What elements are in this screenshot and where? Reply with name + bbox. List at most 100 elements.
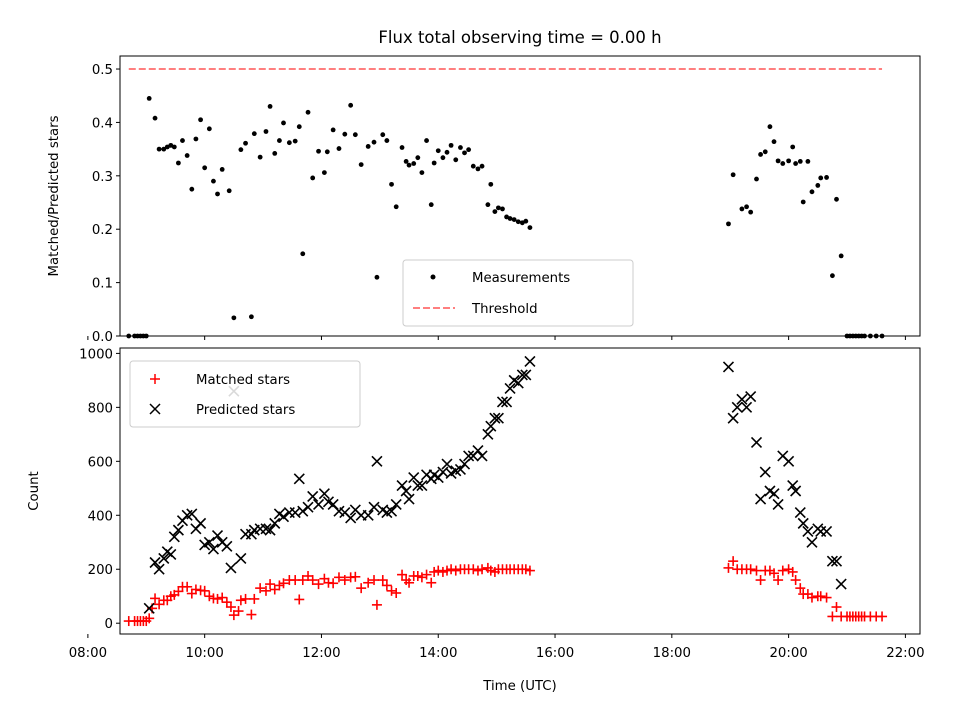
predicted-point	[153, 563, 165, 575]
matched-point	[877, 611, 888, 622]
measurement-point	[470, 163, 476, 169]
measurement-point	[754, 176, 759, 182]
measurement-point	[771, 139, 777, 145]
predicted-point	[307, 490, 319, 502]
measurement-point	[830, 273, 835, 279]
ratio-ytick-label: 0.1	[92, 277, 113, 292]
ratio-panel-x-ticks	[87, 336, 906, 340]
matched-point	[777, 565, 788, 576]
measurement-point	[226, 188, 232, 194]
ratio-panel-ylabel: Matched/Predicted stars	[47, 115, 62, 276]
matched-point	[787, 566, 798, 577]
measurement-point	[739, 206, 745, 212]
measurement-point	[267, 104, 273, 109]
measurement-point	[824, 175, 829, 180]
predicted-point	[168, 531, 180, 543]
measurement-point	[348, 102, 354, 108]
measurement-point	[292, 138, 298, 144]
measurement-point	[805, 159, 811, 164]
measurement-point	[523, 218, 529, 224]
measurement-point	[238, 147, 244, 153]
predicted-point	[269, 517, 281, 529]
predicted-point	[835, 578, 847, 590]
matched-point	[190, 584, 201, 595]
measurement-point	[793, 161, 799, 166]
predicted-point	[441, 458, 453, 470]
predicted-point	[195, 517, 207, 529]
measurement-point	[790, 144, 796, 150]
measurement-point	[180, 138, 185, 143]
predicted-point	[186, 508, 198, 520]
predicted-point	[489, 412, 501, 424]
measurement-point	[448, 142, 454, 148]
measurement-point	[431, 160, 437, 166]
matched-point	[333, 572, 344, 583]
count-xtick-label: 14:00	[419, 646, 457, 661]
measurement-point	[767, 124, 773, 130]
measurement-point	[358, 162, 364, 168]
matched-point	[225, 602, 236, 613]
matched-point	[795, 583, 806, 594]
measurement-point	[488, 181, 494, 187]
ratio-ytick-label: 0.4	[92, 116, 113, 131]
matched-point	[350, 571, 361, 582]
measurement-point	[300, 251, 306, 257]
matched-point	[421, 569, 432, 580]
predicted-point	[797, 517, 809, 529]
matched-point	[356, 583, 367, 594]
predicted-point	[260, 523, 272, 535]
measurement-point	[834, 196, 839, 202]
predicted-point	[520, 369, 532, 381]
measurement-point	[146, 95, 152, 101]
count-panel-y-ticks: 0 200 400 600 800 1000	[79, 347, 120, 632]
predicted-point	[736, 393, 748, 405]
matched-point	[294, 594, 305, 605]
matched-point	[769, 568, 780, 579]
matched-point	[265, 579, 276, 590]
matched-point	[255, 583, 266, 594]
measurement-point	[800, 199, 806, 205]
measurement-point	[466, 147, 472, 153]
measurement-point	[479, 163, 485, 169]
matched-point	[468, 564, 479, 575]
predicted-point	[149, 556, 161, 569]
predicted-point	[750, 436, 763, 448]
predicted-point	[830, 555, 843, 567]
measurement-point	[206, 126, 212, 132]
measurement-point	[424, 138, 429, 143]
legend-measurements-label: Measurements	[472, 271, 570, 286]
predicted-point	[264, 524, 276, 536]
ratio-panel-frame	[119, 55, 921, 337]
predicted-point	[293, 473, 305, 485]
matched-point	[307, 575, 318, 586]
matched-point	[773, 575, 784, 586]
count-ytick-label: 0	[105, 617, 113, 632]
measurement-point	[384, 138, 390, 143]
predicted-point	[524, 355, 536, 368]
predicted-point	[741, 401, 753, 413]
measurement-point	[726, 221, 731, 227]
predicted-point	[165, 548, 177, 560]
count-ytick-label: 800	[88, 401, 113, 416]
measurement-point	[198, 117, 203, 123]
measurement-point	[161, 146, 167, 152]
measurement-point	[495, 205, 501, 211]
predicted-point	[731, 401, 743, 413]
measurement-point	[475, 166, 481, 172]
count-xtick-label: 12:00	[302, 646, 340, 661]
legend-measurements-marker	[430, 274, 436, 280]
legend-threshold-label: Threshold	[471, 302, 538, 317]
measurement-point	[251, 131, 257, 137]
matched-point	[790, 575, 801, 586]
measurement-point	[389, 181, 394, 187]
predicted-point	[362, 509, 374, 521]
measurement-point	[374, 274, 380, 280]
ratio-panel-y-ticks: 0.0 0.1 0.2 0.3 0.4 0.5	[92, 63, 120, 345]
predicted-point	[318, 488, 330, 500]
measurement-point	[762, 149, 768, 155]
ratio-ytick-label: 0.3	[92, 170, 113, 185]
ratio-panel: 0.0 0.1 0.2 0.3 0.4 0.5 Matched/Predicted sta…	[47, 55, 921, 345]
predicted-point	[235, 552, 247, 565]
measurement-point	[403, 159, 409, 164]
matched-point	[827, 611, 838, 622]
